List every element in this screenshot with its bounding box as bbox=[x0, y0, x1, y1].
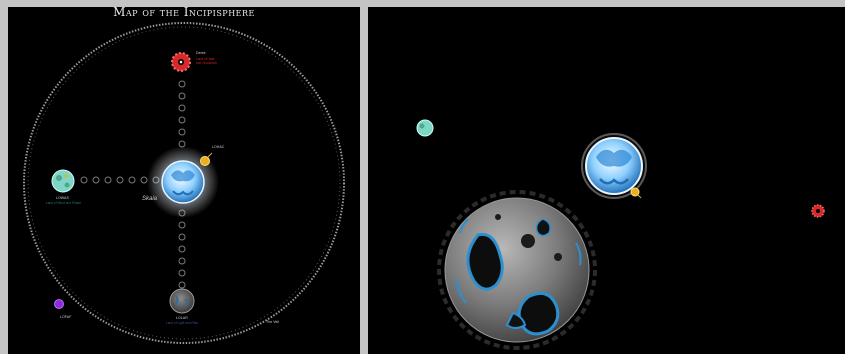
lowas-moon[interactable] bbox=[416, 119, 434, 137]
lowas-planet[interactable] bbox=[51, 169, 75, 193]
skaia-closeup[interactable] bbox=[581, 133, 647, 199]
horizontal-gate-chain bbox=[80, 176, 160, 184]
lowas-label: LOWAS bbox=[56, 196, 69, 200]
derse-label: Derse bbox=[196, 51, 206, 55]
derse-distant[interactable] bbox=[811, 204, 825, 218]
incipisphere-closeup bbox=[416, 119, 825, 350]
lohac-sub-1: Land of Heat bbox=[196, 57, 214, 61]
lohac-sub-2: and Clockwork bbox=[196, 61, 217, 65]
incipisphere-map-panel: Map of the Incipisphere Skaia bbox=[8, 7, 360, 354]
incipisphere-closeup-panel bbox=[368, 7, 845, 354]
derse-planet[interactable] bbox=[171, 52, 191, 72]
map-title: Map of the Incipisphere bbox=[113, 7, 255, 19]
lohac-moon[interactable] bbox=[630, 187, 642, 199]
lofaf-planet[interactable] bbox=[54, 299, 64, 309]
lolar-sub: Land of Light and Rain bbox=[166, 321, 198, 325]
incipisphere-map: Map of the Incipisphere Skaia bbox=[23, 7, 345, 344]
lolar-planet[interactable] bbox=[169, 288, 195, 314]
lohac-planet[interactable] bbox=[200, 152, 213, 166]
veil-orbit-ring bbox=[23, 22, 345, 344]
lolar-closeup[interactable] bbox=[437, 190, 597, 350]
veil-label: The Veil bbox=[266, 320, 279, 324]
veil-orbit-inner-ring bbox=[27, 26, 341, 340]
lolar-label: LOLAR bbox=[176, 316, 188, 320]
skaia-label: Skaia bbox=[142, 196, 158, 202]
lofaf-label: LOFAF bbox=[60, 315, 72, 319]
lowas-sub: Land of Wind and Shade bbox=[46, 201, 81, 205]
lohac-label: LOHAC bbox=[212, 145, 225, 149]
